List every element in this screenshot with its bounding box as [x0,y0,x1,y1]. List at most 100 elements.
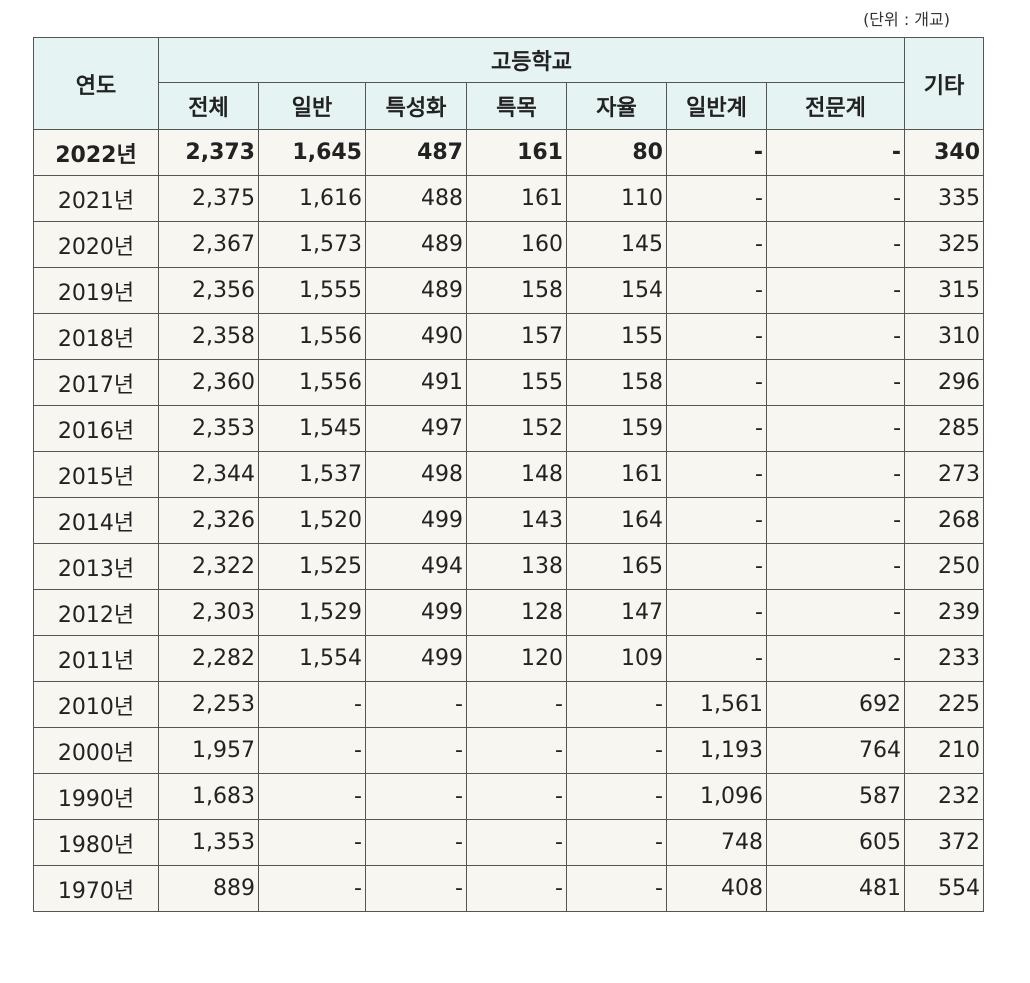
value-cell: 335 [904,175,985,222]
value-cell: - [765,359,906,406]
value-cell: - [666,267,767,314]
value-cell: 554 [904,865,985,912]
table-body: 2022년 2,373 1,645 487 161 80- -340 2021년 2,375 1,… [33,129,985,912]
column-header: 일반계 [666,82,767,130]
value-cell: - [666,589,767,636]
value-cell: 1,555 [258,267,366,314]
value-cell: 152 [466,405,567,452]
value-cell: 138 [466,543,567,590]
value-cell: 1,616 [258,175,366,222]
table-row: 2019년 2,356 1,555 489 158 154- -315 [33,267,985,314]
value-cell: 155 [466,359,567,406]
value-cell: - [258,681,366,728]
value-cell: 2,282 [158,635,259,682]
value-cell: - [666,129,767,176]
value-cell: 2,375 [158,175,259,222]
value-cell: 110 [566,175,667,222]
value-cell: - [765,543,906,590]
value-cell: 481 [765,865,906,912]
value-cell: - [666,543,767,590]
value-cell: - [466,819,567,866]
value-cell: 155 [566,313,667,360]
value-cell: 165 [566,543,667,590]
table-row: 2000년 1,957- - - -1,193 764 210 [33,727,985,774]
value-cell: 161 [566,451,667,498]
value-cell: - [466,865,567,912]
value-cell: 2,344 [158,451,259,498]
value-cell: 147 [566,589,667,636]
value-cell: - [566,773,667,820]
value-cell: 325 [904,221,985,268]
value-cell: - [765,451,906,498]
value-cell: - [765,313,906,360]
value-cell: 488 [365,175,467,222]
value-cell: - [365,727,467,774]
value-cell: 315 [904,267,985,314]
table-row: 1970년 889- - - -408 481 554 [33,865,985,912]
value-cell: 310 [904,313,985,360]
table-row: 2012년 2,303 1,529 499 128 147- -239 [33,589,985,636]
table-row: 2021년 2,375 1,616 488 161 110- -335 [33,175,985,222]
other-header: 기타 [904,37,985,130]
column-header: 전체 [158,82,259,130]
value-cell: - [466,681,567,728]
value-cell: 490 [365,313,467,360]
value-cell: 2,358 [158,313,259,360]
table-row: 2013년 2,322 1,525 494 138 165- -250 [33,543,985,590]
value-cell: 2,360 [158,359,259,406]
value-cell: 489 [365,221,467,268]
value-cell: 1,556 [258,313,366,360]
value-cell: 1,573 [258,221,366,268]
value-cell: - [765,175,906,222]
value-cell: 268 [904,497,985,544]
value-cell: 2,253 [158,681,259,728]
value-cell: 157 [466,313,567,360]
value-cell: 889 [158,865,259,912]
value-cell: 2,373 [158,129,259,176]
value-cell: - [466,773,567,820]
year-cell: 2016년 [33,405,159,452]
value-cell: - [258,865,366,912]
value-cell: 210 [904,727,985,774]
table-row: 2016년 2,353 1,545 497 152 159- -285 [33,405,985,452]
year-cell: 2014년 [33,497,159,544]
value-cell: 489 [365,267,467,314]
value-cell: 1,683 [158,773,259,820]
value-cell: 158 [466,267,567,314]
value-cell: 587 [765,773,906,820]
value-cell: 159 [566,405,667,452]
value-cell: 232 [904,773,985,820]
value-cell: 2,303 [158,589,259,636]
value-cell: 148 [466,451,567,498]
year-cell: 2019년 [33,267,159,314]
value-cell: 497 [365,405,467,452]
value-cell: 692 [765,681,906,728]
value-cell: 161 [466,175,567,222]
value-cell: - [765,497,906,544]
value-cell: - [466,727,567,774]
year-cell: 2012년 [33,589,159,636]
value-cell: - [765,589,906,636]
table-row: 2014년 2,326 1,520 499 143 164- -268 [33,497,985,544]
unit-note: (단위 : 개교) [863,10,950,29]
value-cell: 1,529 [258,589,366,636]
value-cell: - [666,221,767,268]
table-row: 2018년 2,358 1,556 490 157 155- -310 [33,313,985,360]
value-cell: - [566,681,667,728]
value-cell: 1,353 [158,819,259,866]
value-cell: 2,356 [158,267,259,314]
value-cell: 109 [566,635,667,682]
value-cell: 499 [365,589,467,636]
value-cell: - [765,267,906,314]
value-cell: 764 [765,727,906,774]
table-row: 1980년 1,353- - - -748 605 372 [33,819,985,866]
value-cell: 164 [566,497,667,544]
value-cell: - [365,819,467,866]
year-cell: 2011년 [33,635,159,682]
value-cell: - [765,221,906,268]
value-cell: 1,193 [666,727,767,774]
year-cell: 1970년 [33,865,159,912]
value-cell: 605 [765,819,906,866]
year-cell: 2000년 [33,727,159,774]
table-row: 2010년 2,253- - - -1,561 692 225 [33,681,985,728]
